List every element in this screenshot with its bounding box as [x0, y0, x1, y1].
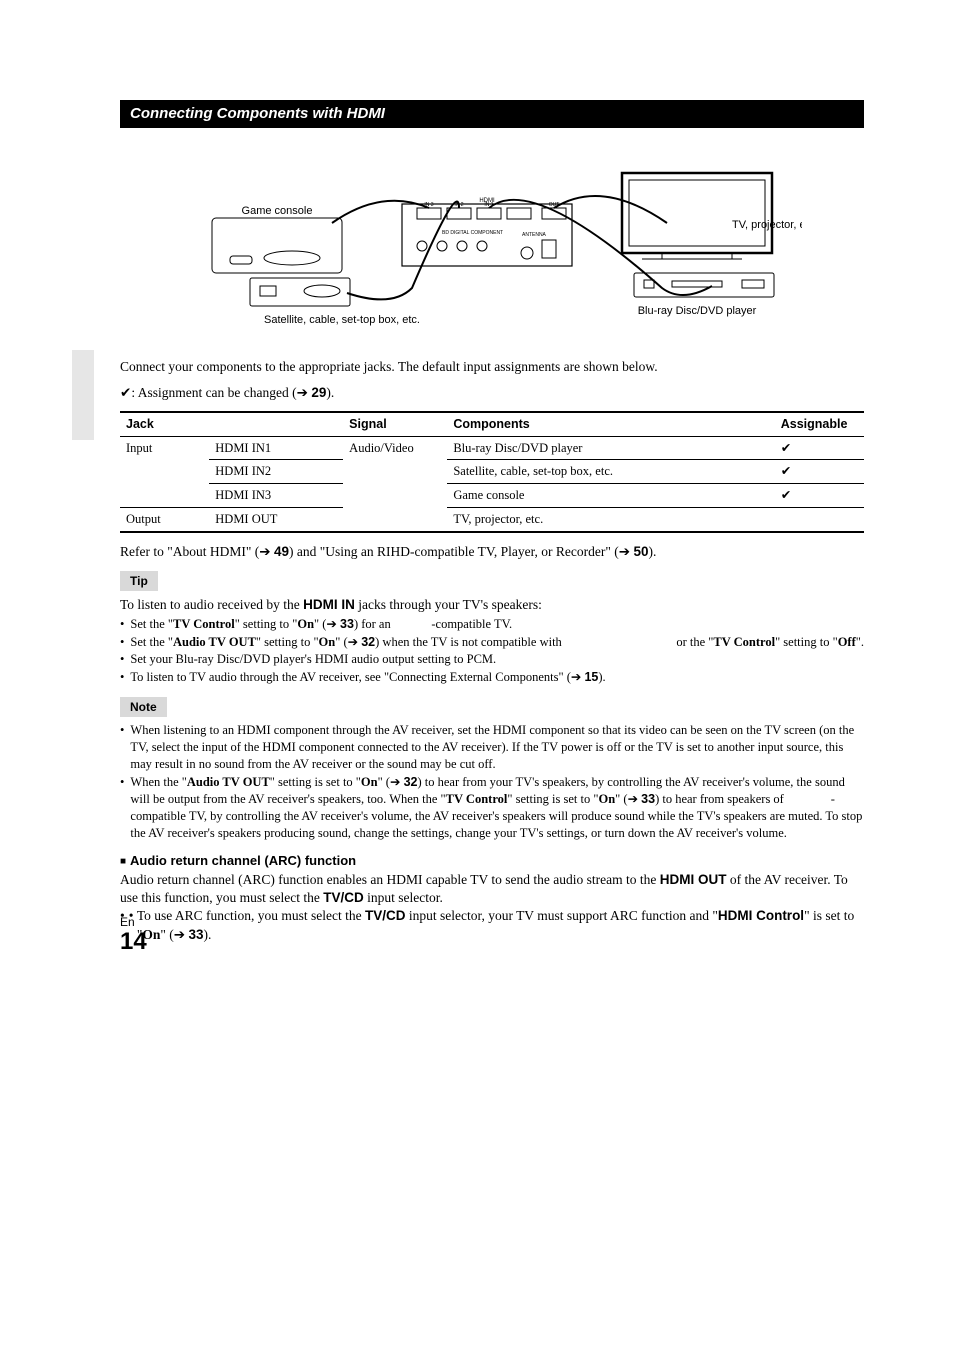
page-ref: 29: [311, 385, 326, 400]
svg-text:Satellite, cable, set-top box,: Satellite, cable, set-top box, etc.: [264, 314, 420, 326]
intro-text-a: : Assignment can be changed (: [131, 385, 296, 400]
tip-bullet: Set the "TV Control" setting to "On" (➔ …: [120, 616, 864, 633]
td-assign: [775, 508, 864, 532]
td-signal: Audio/Video: [343, 436, 447, 532]
arrow-icon: ➔: [297, 385, 308, 400]
td-group: Input: [120, 436, 209, 508]
tip-bullet: Set the "Audio TV OUT" setting to "On" (…: [120, 634, 864, 651]
table-header-row: Jack Signal Components Assignable: [120, 412, 864, 436]
td-comp: Satellite, cable, set-top box, etc.: [447, 460, 774, 484]
section-title-bar: Connecting Components with HDMI: [120, 100, 864, 128]
note-label: Note: [120, 697, 167, 717]
note-bullet: When listening to an HDMI component thro…: [120, 722, 864, 773]
table-row: Input HDMI IN1 Audio/Video Blu-ray Disc/…: [120, 436, 864, 460]
arc-paragraph: Audio return channel (ARC) function enab…: [120, 871, 864, 907]
connection-diagram: HDMI IN 3 IN 2 IN 1 OUT BD DIGITAL COMPO…: [182, 158, 802, 338]
intro-line1: Connect your components to the appropria…: [120, 358, 864, 376]
tip-label: Tip: [120, 571, 158, 591]
square-icon: ■: [120, 856, 126, 867]
page-footer: En 14: [120, 914, 147, 954]
svg-text:BD DIGITAL COMPONENT: BD DIGITAL COMPONENT: [442, 230, 503, 236]
svg-text:ANTENNA: ANTENNA: [522, 232, 547, 238]
side-tab: [72, 350, 94, 440]
tip-bullet: To listen to TV audio through the AV rec…: [120, 669, 864, 686]
svg-text:Game console: Game console: [242, 205, 313, 217]
td-group: Output: [120, 508, 209, 532]
intro-line2: ✔: Assignment can be changed (➔ 29).: [120, 384, 864, 402]
tip-bullet: Set your Blu-ray Disc/DVD player's HDMI …: [120, 651, 864, 668]
td-assign: ✔: [775, 484, 864, 508]
tips-block: To listen to audio received by the HDMI …: [120, 596, 864, 686]
td-comp: TV, projector, etc.: [447, 508, 774, 532]
td-assign: ✔: [775, 460, 864, 484]
intro-text-b: ).: [326, 385, 334, 400]
checkmark-icon: ✔: [120, 385, 131, 400]
svg-text:TV, projector, etc.: TV, projector, etc.: [732, 219, 802, 231]
th-jack: Jack: [120, 412, 343, 436]
table-row: Output HDMI OUT TV, projector, etc.: [120, 508, 864, 532]
td-jack: HDMI IN2: [209, 460, 343, 484]
td-jack: HDMI IN3: [209, 484, 343, 508]
table-row: HDMI IN2 Satellite, cable, set-top box, …: [120, 460, 864, 484]
arc-heading: ■Audio return channel (ARC) function: [120, 852, 864, 870]
td-comp: Game console: [447, 484, 774, 508]
th-signal: Signal: [343, 412, 447, 436]
arc-bullet: • To use ARC function, you must select t…: [120, 907, 864, 943]
arc-body: Audio return channel (ARC) function enab…: [120, 871, 864, 944]
th-assignable: Assignable: [775, 412, 864, 436]
td-comp: Blu-ray Disc/DVD player: [447, 436, 774, 460]
refer-text: Refer to "About HDMI" (➔ 49) and "Using …: [120, 543, 864, 561]
jack-table: Jack Signal Components Assignable Input …: [120, 411, 864, 533]
svg-text:Blu-ray Disc/DVD player: Blu-ray Disc/DVD player: [638, 305, 757, 317]
td-assign: ✔: [775, 436, 864, 460]
note-bullet: When the "Audio TV OUT" setting is set t…: [120, 774, 864, 842]
td-jack: HDMI OUT: [209, 508, 343, 532]
notes-block: When listening to an HDMI component thro…: [120, 722, 864, 841]
th-components: Components: [447, 412, 774, 436]
td-jack: HDMI IN1: [209, 436, 343, 460]
footer-page-number: 14: [120, 930, 147, 954]
tip-lead: To listen to audio received by the HDMI …: [120, 596, 864, 614]
table-row: HDMI IN3 Game console ✔: [120, 484, 864, 508]
